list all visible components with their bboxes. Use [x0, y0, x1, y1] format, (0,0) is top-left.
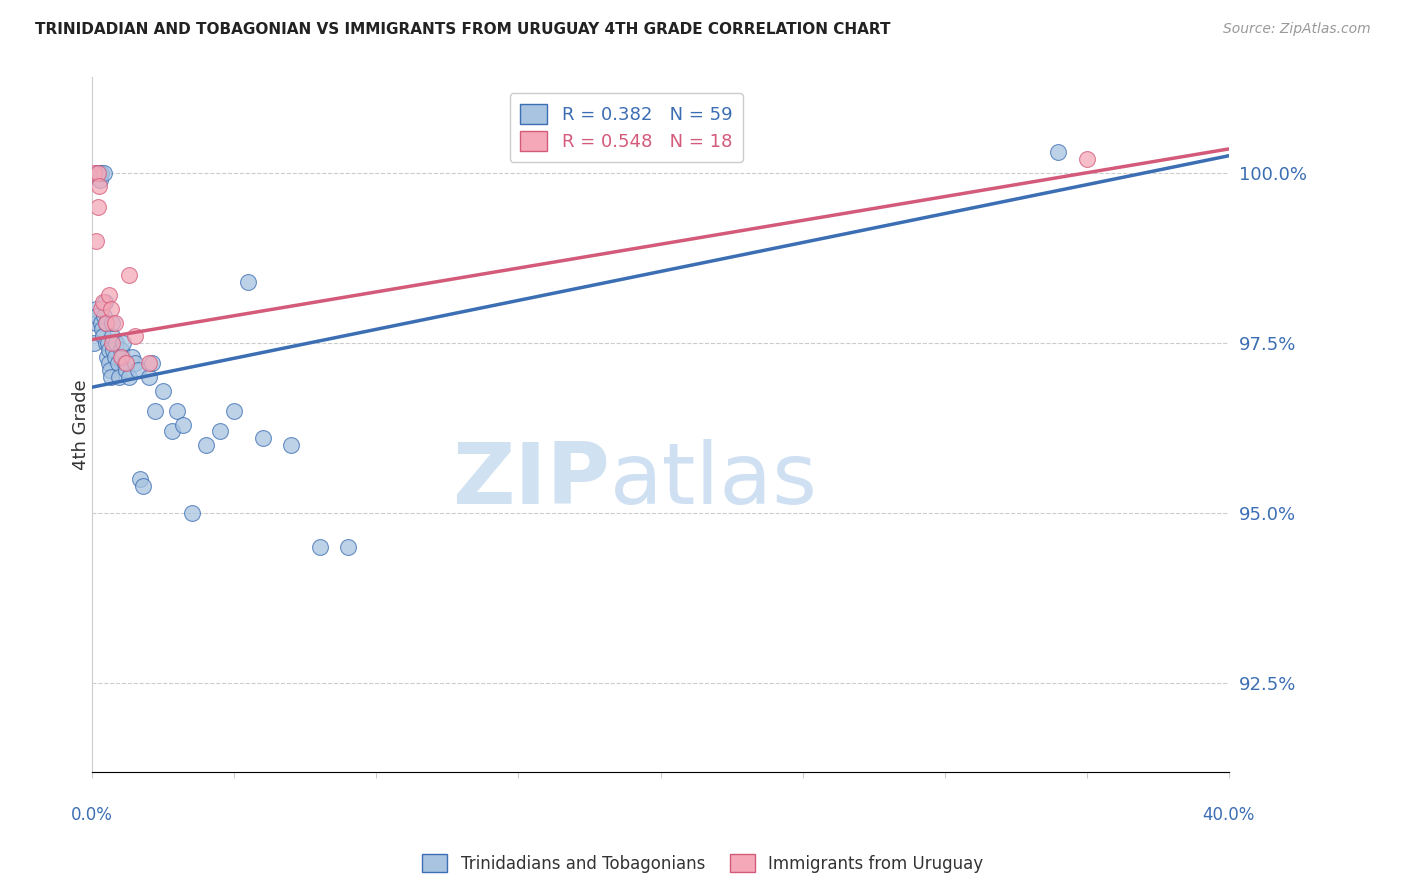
- Text: atlas: atlas: [609, 439, 817, 522]
- Point: [96, 350, 118, 364]
- Point: [100, 370, 122, 384]
- Point: [115, 356, 138, 370]
- Point: [100, 329, 122, 343]
- Point: [152, 384, 174, 398]
- Point: [143, 404, 166, 418]
- Y-axis label: 4th Grade: 4th Grade: [72, 379, 90, 470]
- Point: [87, 166, 110, 180]
- Point: [280, 438, 302, 452]
- Point: [101, 316, 124, 330]
- Point: [96, 335, 118, 350]
- Point: [90, 301, 112, 316]
- Point: [89, 166, 111, 180]
- Point: [89, 179, 111, 194]
- Point: [93, 166, 115, 180]
- Point: [105, 335, 128, 350]
- Point: [127, 363, 149, 377]
- Text: 0.0%: 0.0%: [72, 805, 112, 824]
- Point: [141, 356, 163, 370]
- Point: [138, 356, 160, 370]
- Point: [121, 350, 143, 364]
- Point: [83, 166, 105, 180]
- Point: [103, 343, 125, 357]
- Point: [112, 335, 135, 350]
- Point: [124, 329, 146, 343]
- Point: [86, 309, 108, 323]
- Point: [166, 404, 188, 418]
- Point: [94, 316, 117, 330]
- Point: [138, 370, 160, 384]
- Point: [110, 343, 132, 357]
- Point: [209, 425, 232, 439]
- Legend: R = 0.382   N = 59, R = 0.548   N = 18: R = 0.382 N = 59, R = 0.548 N = 18: [509, 94, 744, 162]
- Point: [101, 335, 124, 350]
- Point: [115, 363, 138, 377]
- Point: [98, 363, 121, 377]
- Point: [194, 438, 217, 452]
- Point: [336, 540, 359, 554]
- Point: [83, 335, 105, 350]
- Legend: Trinidadians and Tobagonians, Immigrants from Uruguay: Trinidadians and Tobagonians, Immigrants…: [416, 847, 990, 880]
- Point: [308, 540, 330, 554]
- Point: [172, 417, 194, 432]
- Point: [224, 404, 246, 418]
- Point: [118, 268, 141, 282]
- Point: [87, 166, 110, 180]
- Text: Source: ZipAtlas.com: Source: ZipAtlas.com: [1223, 22, 1371, 37]
- Point: [1076, 152, 1098, 166]
- Point: [252, 431, 274, 445]
- Point: [110, 350, 132, 364]
- Point: [132, 479, 155, 493]
- Point: [129, 472, 152, 486]
- Point: [91, 329, 114, 343]
- Point: [124, 356, 146, 370]
- Point: [118, 370, 141, 384]
- Point: [97, 343, 120, 357]
- Text: 40.0%: 40.0%: [1202, 805, 1256, 824]
- Point: [180, 506, 202, 520]
- Point: [89, 172, 111, 186]
- Point: [97, 335, 120, 350]
- Text: TRINIDADIAN AND TOBAGONIAN VS IMMIGRANTS FROM URUGUAY 4TH GRADE CORRELATION CHAR: TRINIDADIAN AND TOBAGONIAN VS IMMIGRANTS…: [35, 22, 890, 37]
- Point: [100, 301, 122, 316]
- Point: [114, 356, 136, 370]
- Point: [108, 370, 131, 384]
- Point: [87, 166, 110, 180]
- Point: [91, 322, 114, 336]
- Text: ZIP: ZIP: [451, 439, 609, 522]
- Point: [87, 166, 110, 180]
- Point: [87, 200, 110, 214]
- Point: [90, 166, 112, 180]
- Point: [86, 301, 108, 316]
- Point: [238, 275, 260, 289]
- Point: [93, 309, 115, 323]
- Point: [104, 350, 127, 364]
- Point: [98, 356, 121, 370]
- Point: [84, 316, 107, 330]
- Point: [104, 316, 127, 330]
- Point: [1047, 145, 1070, 160]
- Point: [98, 288, 121, 302]
- Point: [86, 234, 108, 248]
- Point: [160, 425, 183, 439]
- Point: [91, 295, 114, 310]
- Point: [96, 316, 118, 330]
- Point: [90, 316, 112, 330]
- Point: [94, 295, 117, 310]
- Point: [107, 356, 129, 370]
- Point: [111, 350, 134, 364]
